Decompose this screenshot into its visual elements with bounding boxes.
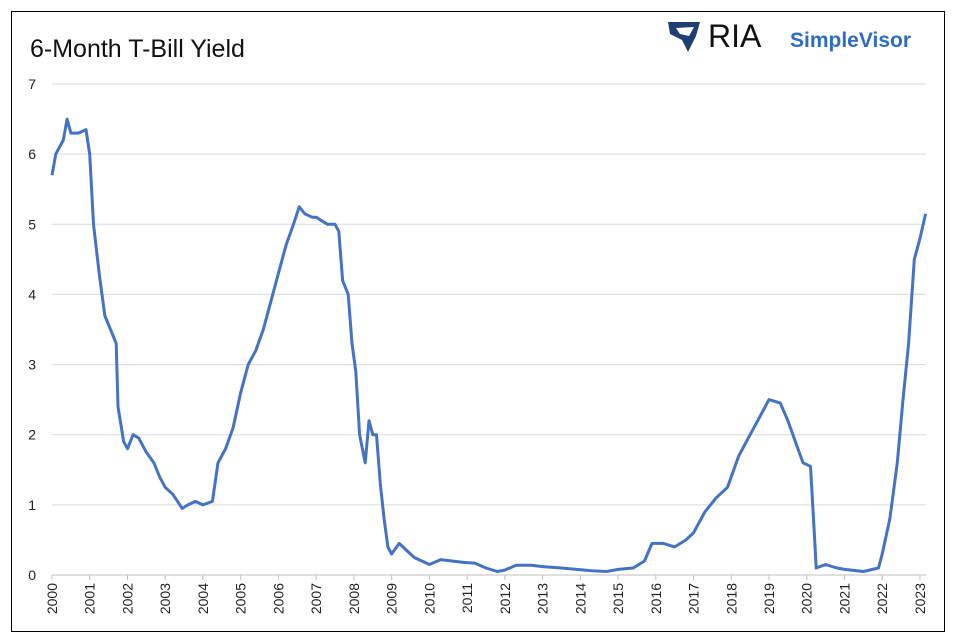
x-tick-label: 2013 xyxy=(535,583,551,614)
y-tick-label: 2 xyxy=(28,427,36,443)
x-tick-label: 2020 xyxy=(799,583,815,614)
y-tick-label: 0 xyxy=(28,567,36,583)
y-tick-label: 6 xyxy=(28,146,36,162)
x-tick-label: 2017 xyxy=(686,583,702,614)
chart-border xyxy=(11,11,945,632)
y-tick-label: 1 xyxy=(28,497,36,513)
x-tick-label: 2019 xyxy=(761,583,777,614)
y-tick-label: 5 xyxy=(28,216,36,232)
x-tick-label: 2005 xyxy=(233,583,249,614)
x-tick-label: 2016 xyxy=(648,583,664,614)
x-tick-label: 2006 xyxy=(270,583,286,614)
logo: RIA SimpleVisor xyxy=(668,18,911,54)
x-tick-label: 2023 xyxy=(912,583,928,614)
logo-brand: RIA xyxy=(708,18,762,54)
x-tick-label: 2011 xyxy=(459,583,475,613)
y-tick-label: 7 xyxy=(28,76,36,92)
y-tick-label: 3 xyxy=(28,357,36,373)
x-tick-label: 2007 xyxy=(308,583,324,614)
y-tick-label: 4 xyxy=(28,286,36,302)
x-tick-label: 2009 xyxy=(384,583,400,614)
x-tick-label: 2021 xyxy=(836,583,852,614)
x-tick-label: 2014 xyxy=(572,583,588,614)
x-tick-label: 2004 xyxy=(195,583,211,614)
x-tick-label: 2018 xyxy=(723,583,739,614)
logo-product: SimpleVisor xyxy=(790,29,911,52)
x-tick-label: 2002 xyxy=(119,583,135,614)
x-tick-label: 2022 xyxy=(874,583,890,614)
chart-title: 6-Month T-Bill Yield xyxy=(30,35,245,63)
x-tick-label: 2008 xyxy=(346,583,362,614)
x-tick-label: 2000 xyxy=(44,583,60,614)
logo-icon-detail xyxy=(676,27,694,36)
x-tick-label: 2003 xyxy=(157,583,173,614)
x-tick-label: 2015 xyxy=(610,583,626,614)
x-tick-label: 2001 xyxy=(82,583,98,614)
x-tick-label: 2010 xyxy=(421,583,437,614)
line-series xyxy=(50,117,928,573)
x-tick-label: 2012 xyxy=(497,583,513,614)
